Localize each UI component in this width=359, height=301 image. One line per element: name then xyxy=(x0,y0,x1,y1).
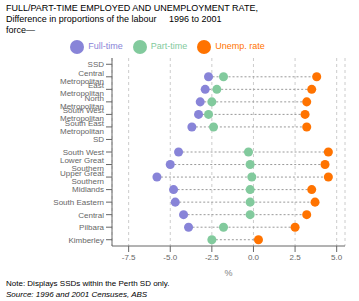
html-text:Unemp. rate: Unemp. rate xyxy=(215,41,265,52)
svg-text:South Eastern: South Eastern xyxy=(53,198,104,207)
svg-text:5.0: 5.0 xyxy=(331,253,343,262)
svg-text:-5.0: -5.0 xyxy=(163,253,177,262)
svg-text:Kimberley: Kimberley xyxy=(68,236,104,245)
svg-text:-2.5: -2.5 xyxy=(205,253,219,262)
svg-text:Upper GreatSouthern: Upper GreatSouthern xyxy=(60,169,105,186)
html-text:FULL/PART-TIME EMPLOYED AND UN: FULL/PART-TIME EMPLOYED AND UNEMPLOYMENT… xyxy=(6,3,258,35)
svg-text:Midlands: Midlands xyxy=(72,185,104,194)
svg-text:Central: Central xyxy=(78,211,104,220)
svg-text:South EastMetropolitan: South EastMetropolitan xyxy=(60,119,105,136)
html-text:Part-time: Part-time xyxy=(150,41,188,52)
html-text:Central: Central xyxy=(78,68,104,78)
svg-text:SD: SD xyxy=(93,135,104,144)
html-text:Source: 1996 and 2001 Censuses: Source: 1996 and 2001 Censuses, ABS xyxy=(6,290,148,299)
html-text:Metropolitan: Metropolitan xyxy=(60,89,104,99)
svg-text:Pilbara: Pilbara xyxy=(79,223,104,232)
html-text:Note: Displays SSDs within the: Note: Displays SSDs within the Perth SD … xyxy=(6,279,170,288)
svg-text:South West: South West xyxy=(62,147,104,157)
html-text:East: East xyxy=(88,81,104,91)
svg-text:2.5: 2.5 xyxy=(290,253,302,262)
svg-text:%: % xyxy=(224,268,232,276)
svg-text:-7.5: -7.5 xyxy=(122,253,136,262)
svg-text:SSD: SSD xyxy=(87,60,104,70)
html-text:Metropolitan: Metropolitan xyxy=(60,101,104,111)
html-text:Lower Great: Lower Great xyxy=(60,156,104,166)
html-text:South West: South West xyxy=(62,106,104,116)
html-text:Full-time: Full-time xyxy=(88,41,123,52)
svg-text:0.0: 0.0 xyxy=(248,253,260,262)
html-text:North: North xyxy=(84,93,104,103)
html-text:Metropolitan: Metropolitan xyxy=(60,76,104,86)
